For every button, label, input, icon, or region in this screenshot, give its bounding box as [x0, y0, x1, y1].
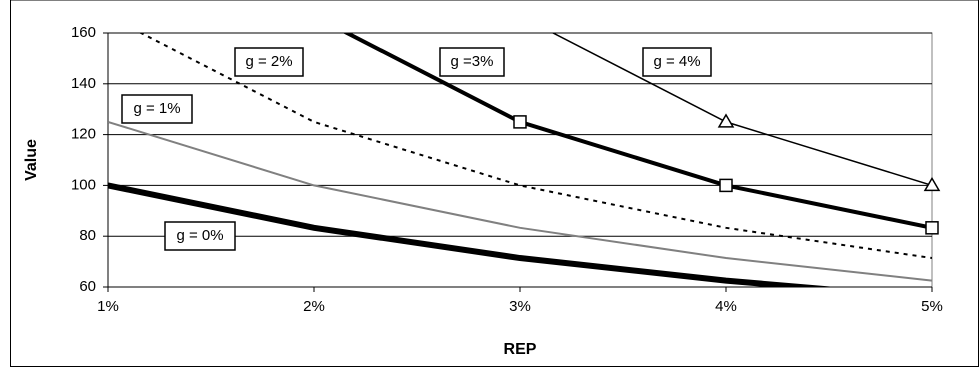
series-label-box [642, 47, 712, 77]
marker [923, 176, 941, 192]
x-axis-title: REP [504, 341, 537, 358]
marker [719, 178, 733, 193]
marker [717, 113, 735, 128]
series-line [108, 182, 837, 287]
series-label-box [121, 94, 193, 124]
y-tick-label: 140 [71, 75, 96, 92]
series-label: g = 4% [653, 53, 700, 70]
x-tick-label: 2% [303, 298, 325, 315]
series-label: g = 0% [176, 227, 223, 244]
y-axis-title: Value [23, 139, 40, 181]
series-label: g = 2% [245, 53, 292, 70]
x-tick-label: 5% [921, 298, 943, 315]
y-tick-label: 60 [79, 278, 96, 295]
x-tick-label: 4% [715, 298, 737, 315]
y-tick-label: 80 [79, 227, 96, 244]
y-tick-label: 120 [71, 126, 96, 143]
marker [925, 221, 939, 235]
series-label: g =3% [451, 53, 494, 70]
x-tick-label: 1% [97, 298, 119, 315]
y-tick-label: 100 [71, 176, 96, 193]
series-label-box [439, 47, 505, 77]
series-line [108, 120, 932, 282]
series-line [551, 33, 932, 187]
series-line [138, 33, 932, 260]
series-label: g = 1% [133, 100, 180, 117]
marker [513, 115, 527, 129]
series-label-box [164, 221, 236, 251]
y-tick-label: 160 [71, 24, 96, 41]
x-tick-label: 3% [509, 298, 531, 315]
series-label-box [234, 47, 304, 77]
